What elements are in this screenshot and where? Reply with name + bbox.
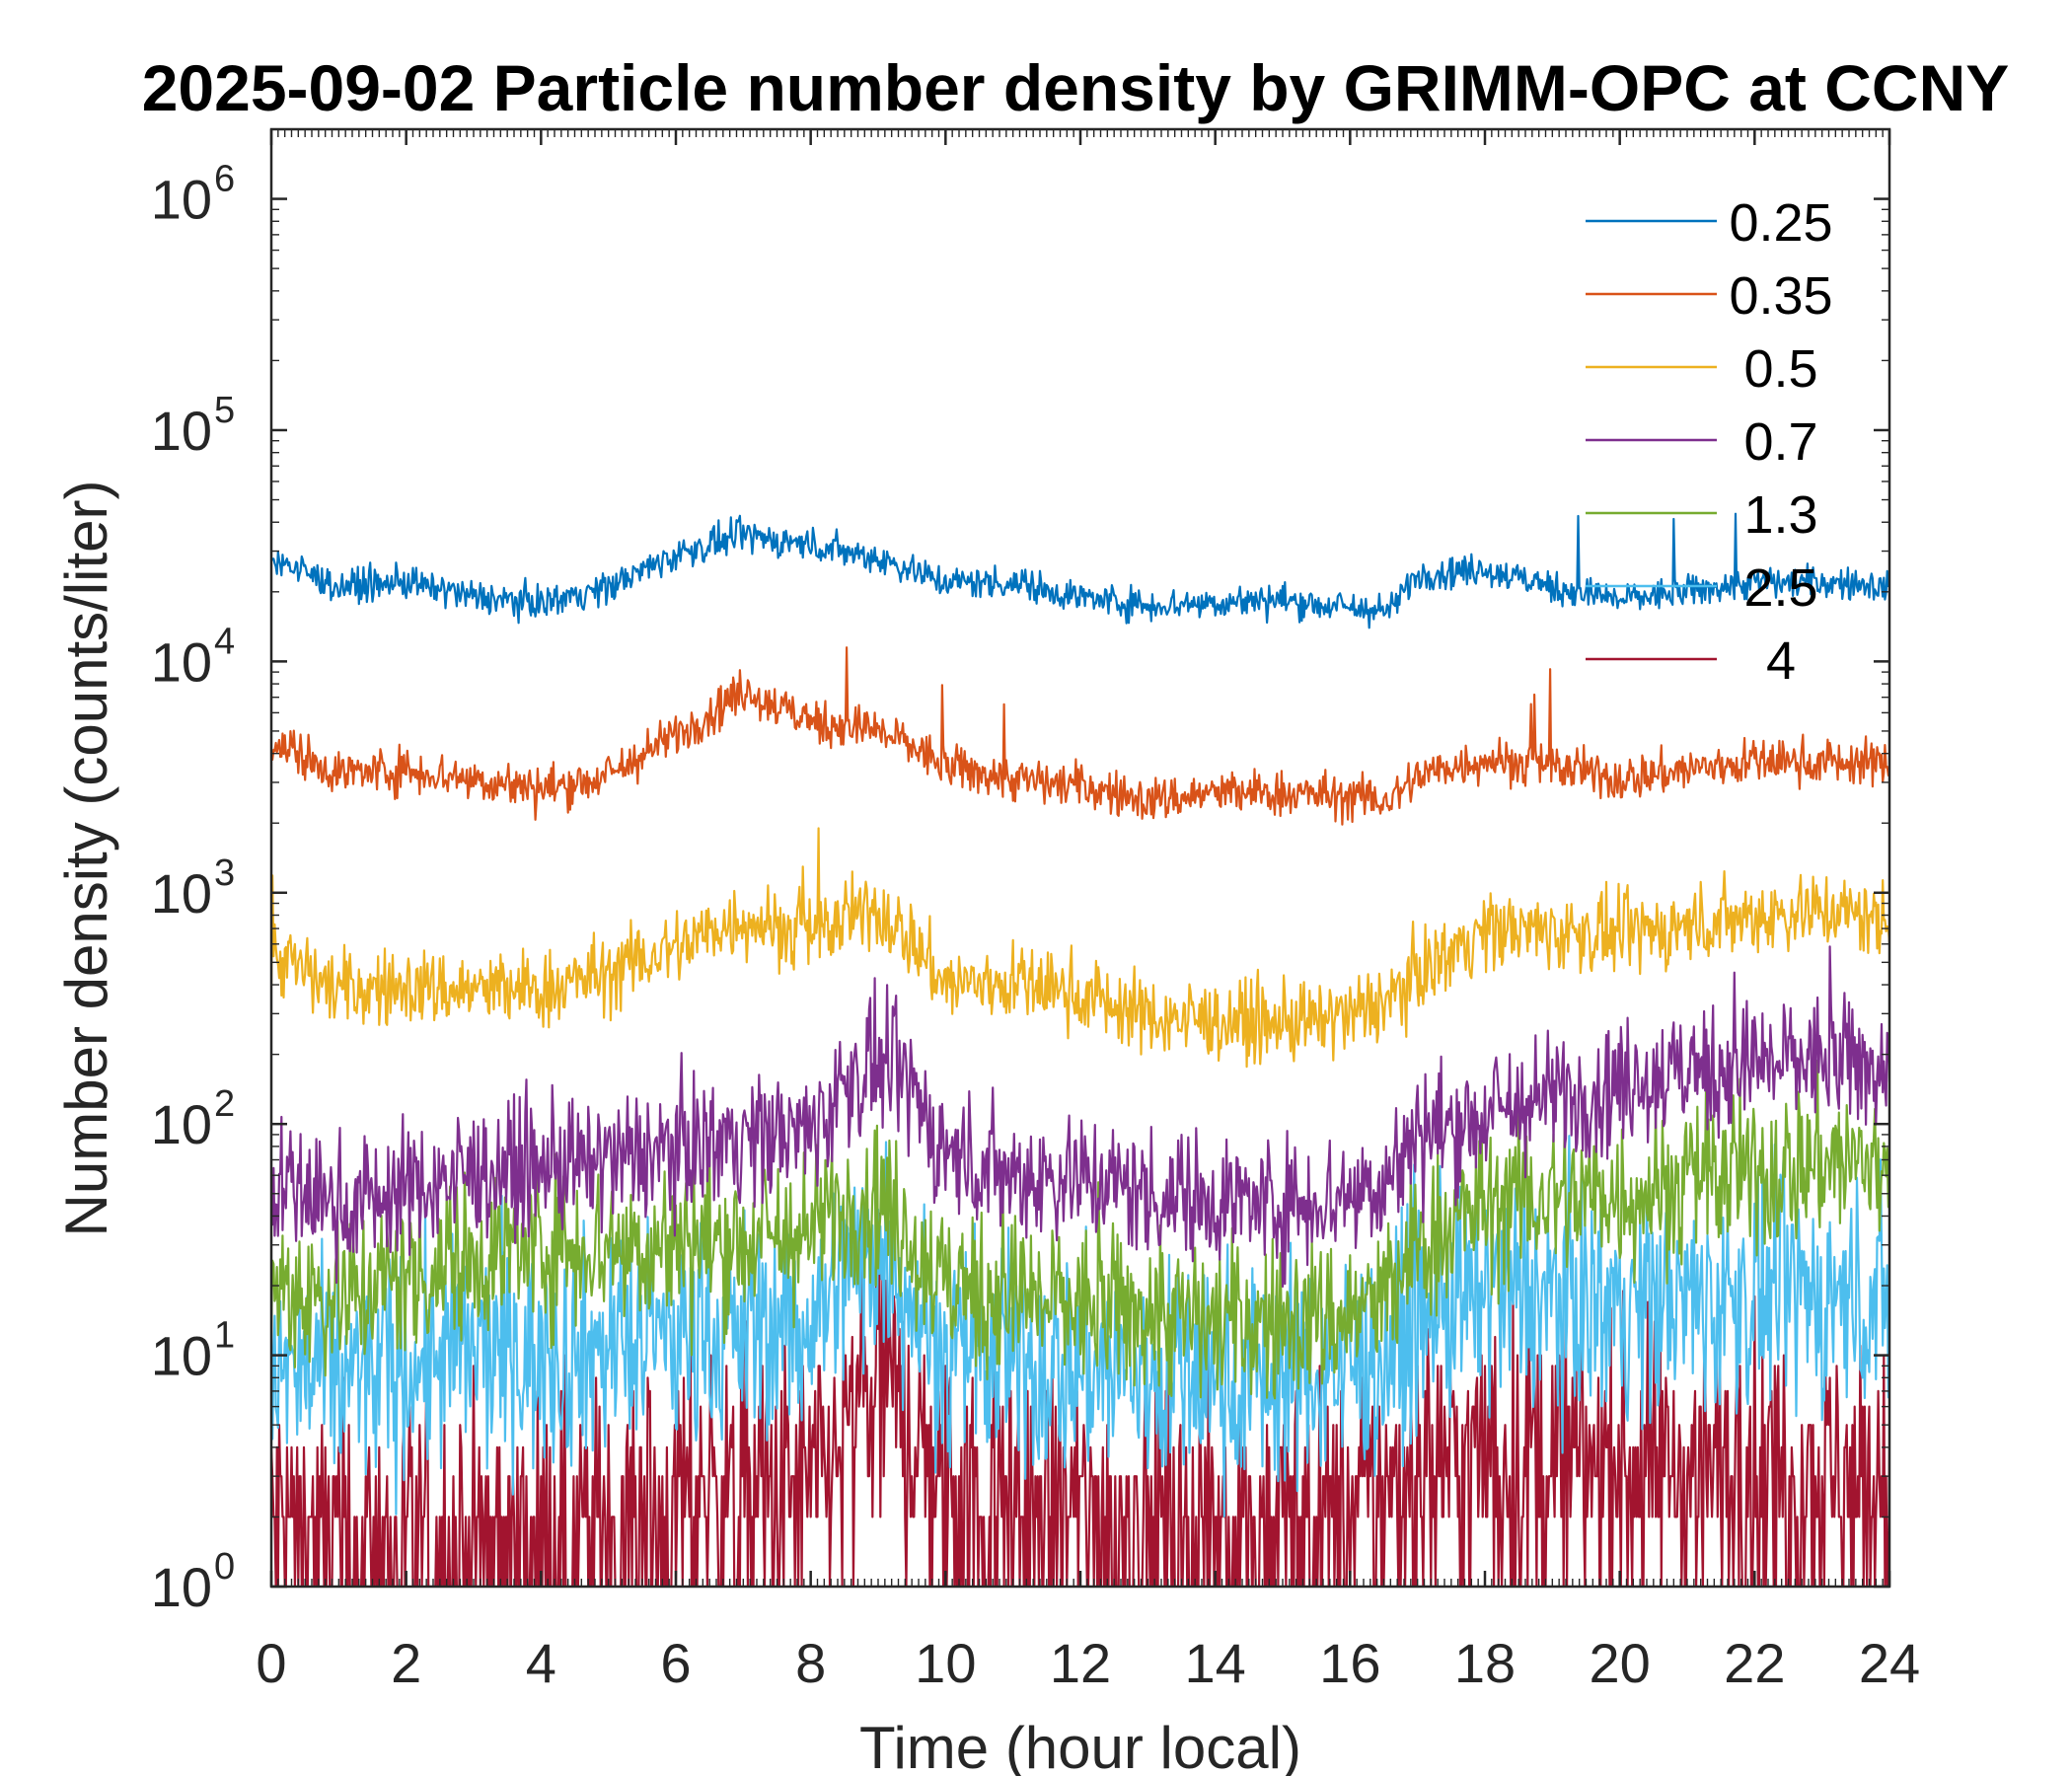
y-tick-label: 10 (151, 169, 212, 231)
y-tick-label-exponent: 3 (214, 852, 235, 894)
y-tick-label-exponent: 0 (214, 1546, 235, 1588)
legend-label: 1.3 (1743, 485, 1817, 545)
series-line-4 (271, 1169, 1889, 1587)
x-tick-label: 24 (1859, 1632, 1920, 1694)
y-tick-label: 10 (151, 630, 212, 693)
y-tick-label-exponent: 6 (214, 159, 235, 200)
legend-label: 0.35 (1729, 266, 1832, 326)
x-tick-label: 12 (1050, 1632, 1111, 1694)
legend-label: 0.7 (1743, 412, 1817, 472)
series-line-0-7 (271, 945, 1889, 1289)
x-tick-label: 22 (1724, 1632, 1785, 1694)
legend-label: 4 (1766, 631, 1796, 691)
legend: 0.25 0.35 0.5 0.7 1.3 2.5 4 (1586, 193, 1833, 691)
series-line-0-35 (271, 646, 1889, 826)
series-line-0-5 (271, 827, 1889, 1069)
x-tick-label: 2 (391, 1632, 421, 1694)
x-tick-label: 6 (660, 1632, 691, 1694)
series-layer (271, 512, 1889, 1587)
y-tick-label: 10 (151, 400, 212, 462)
y-axis-label: Number density (counts/liter) (53, 481, 119, 1237)
x-tick-label: 20 (1590, 1632, 1651, 1694)
y-tick-label: 10 (151, 862, 212, 925)
x-tick-label: 0 (256, 1632, 286, 1694)
legend-label: 0.5 (1743, 339, 1817, 399)
x-tick-label: 18 (1454, 1632, 1516, 1694)
x-tick-label: 14 (1185, 1632, 1246, 1694)
legend-label: 2.5 (1743, 558, 1817, 618)
y-tick-label-exponent: 5 (214, 390, 235, 431)
y-tick-label-exponent: 2 (214, 1083, 235, 1125)
x-axis-label: Time (hour local) (859, 1715, 1301, 1776)
x-tick-label: 10 (915, 1632, 976, 1694)
x-tick-label: 8 (795, 1632, 826, 1694)
y-tick-label: 10 (151, 1556, 212, 1618)
chart-title: 2025-09-02 Particle number density by GR… (142, 51, 2010, 124)
x-tick-label: 4 (526, 1632, 556, 1694)
series-line-0-25 (271, 512, 1889, 629)
y-tick-label: 10 (151, 1093, 212, 1155)
y-tick-label-exponent: 1 (214, 1315, 235, 1357)
legend-label: 0.25 (1729, 193, 1832, 253)
y-tick-label: 10 (151, 1325, 212, 1387)
x-tick-label: 16 (1319, 1632, 1380, 1694)
series-line-1-3 (271, 1058, 1889, 1400)
y-tick-label-exponent: 4 (214, 621, 235, 662)
